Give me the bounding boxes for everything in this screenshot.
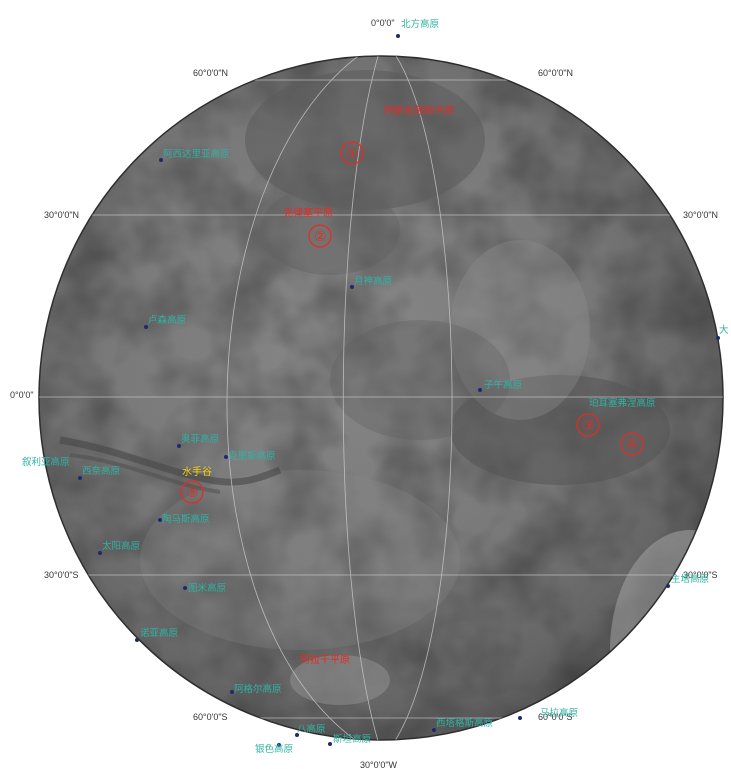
label-thaumasia: 陶马斯高原 [162, 513, 210, 525]
coord-label-equator: 0°0'0" [10, 390, 34, 400]
label-sinai: 西奈高原 [82, 465, 120, 477]
label-meridiani: 子午高原 [484, 379, 522, 391]
site-labels: 阿斯克劳斯平原 克律塞平原 阿拉干平原 [283, 104, 454, 666]
label-solis: 太阳高原 [102, 540, 140, 552]
label-north-plateau: 北方高原 [401, 18, 439, 30]
label-bottom-right1: 西塔格斯高原 [436, 717, 493, 729]
graticule [39, 56, 723, 740]
site-number-1: ① [346, 146, 359, 162]
label-right-edge: 大 [719, 324, 729, 336]
label-bottom-center: 八高原 [297, 723, 326, 735]
label-site-1: 阿斯克劳斯平原 [384, 104, 454, 117]
label-valles-marineris: 水手谷 [182, 465, 212, 478]
graticule-labels: 0°0'0" 30°0'0"W 0°0'0" 60°0'0"N 60°0'0"N… [10, 18, 718, 769]
coord-label-30n-right: 30°0'0"N [683, 210, 718, 220]
label-site-2: 克律塞平原 [283, 206, 333, 219]
label-ophir: 奥菲高原 [181, 433, 219, 445]
coord-label-30s-left: 30°0'0"S [44, 570, 79, 580]
site-numbers: ① ② ③ ④ ⑤ [180, 141, 644, 504]
coord-label-60s-right: 60°0'0"S [538, 712, 573, 722]
label-argyre: 阿格尔高原 [234, 683, 282, 695]
label-tyrrhena: 图米高原 [188, 582, 226, 594]
label-persephone: 珀耳塞弗涅高原 [589, 397, 656, 409]
coord-label-top: 0°0'0" [371, 18, 395, 28]
label-lunae: 月神高原 [354, 275, 392, 287]
label-bottom-right2: 马拉高原 [540, 707, 578, 719]
label-site-argyre: 阿拉干平原 [300, 653, 350, 666]
label-bottom-small: 斯坦高原 [333, 733, 371, 745]
label-noachis: 诺亚高原 [140, 627, 178, 639]
label-chryse: 克里斯高原 [228, 450, 276, 462]
site-number-2: ② [314, 229, 327, 245]
site-number-3: ③ [582, 418, 595, 434]
label-bottom-silver: 银色高原 [255, 743, 293, 755]
label-acidalia: 阿西达里亚高原 [163, 148, 230, 160]
globe-surface [39, 56, 723, 740]
coord-label-30n-left: 30°0'0"N [44, 210, 79, 220]
coord-label-30s-right: 30°0'0"S [683, 570, 718, 580]
feature-labels: 北方高原 阿西达里亚高原 月神高原 卢森高原 子午高原 珀耳塞弗涅高原 奥菲高原… [22, 18, 729, 755]
label-lusen: 卢森高原 [148, 314, 186, 326]
site-number-4: ④ [626, 437, 639, 453]
coord-label-60n-left: 60°0'0"N [193, 68, 228, 78]
label-syria: 叙利亚高原 [22, 456, 70, 468]
coord-label-60n-right: 60°0'0"N [538, 68, 573, 78]
label-east-plains: 主塔高原 [671, 573, 709, 585]
coord-label-bottom: 30°0'0"W [360, 760, 398, 769]
site-number-5: ⑤ [186, 485, 199, 501]
coord-label-60s-left: 60°0'0"S [193, 712, 228, 722]
point-markers [78, 34, 720, 747]
